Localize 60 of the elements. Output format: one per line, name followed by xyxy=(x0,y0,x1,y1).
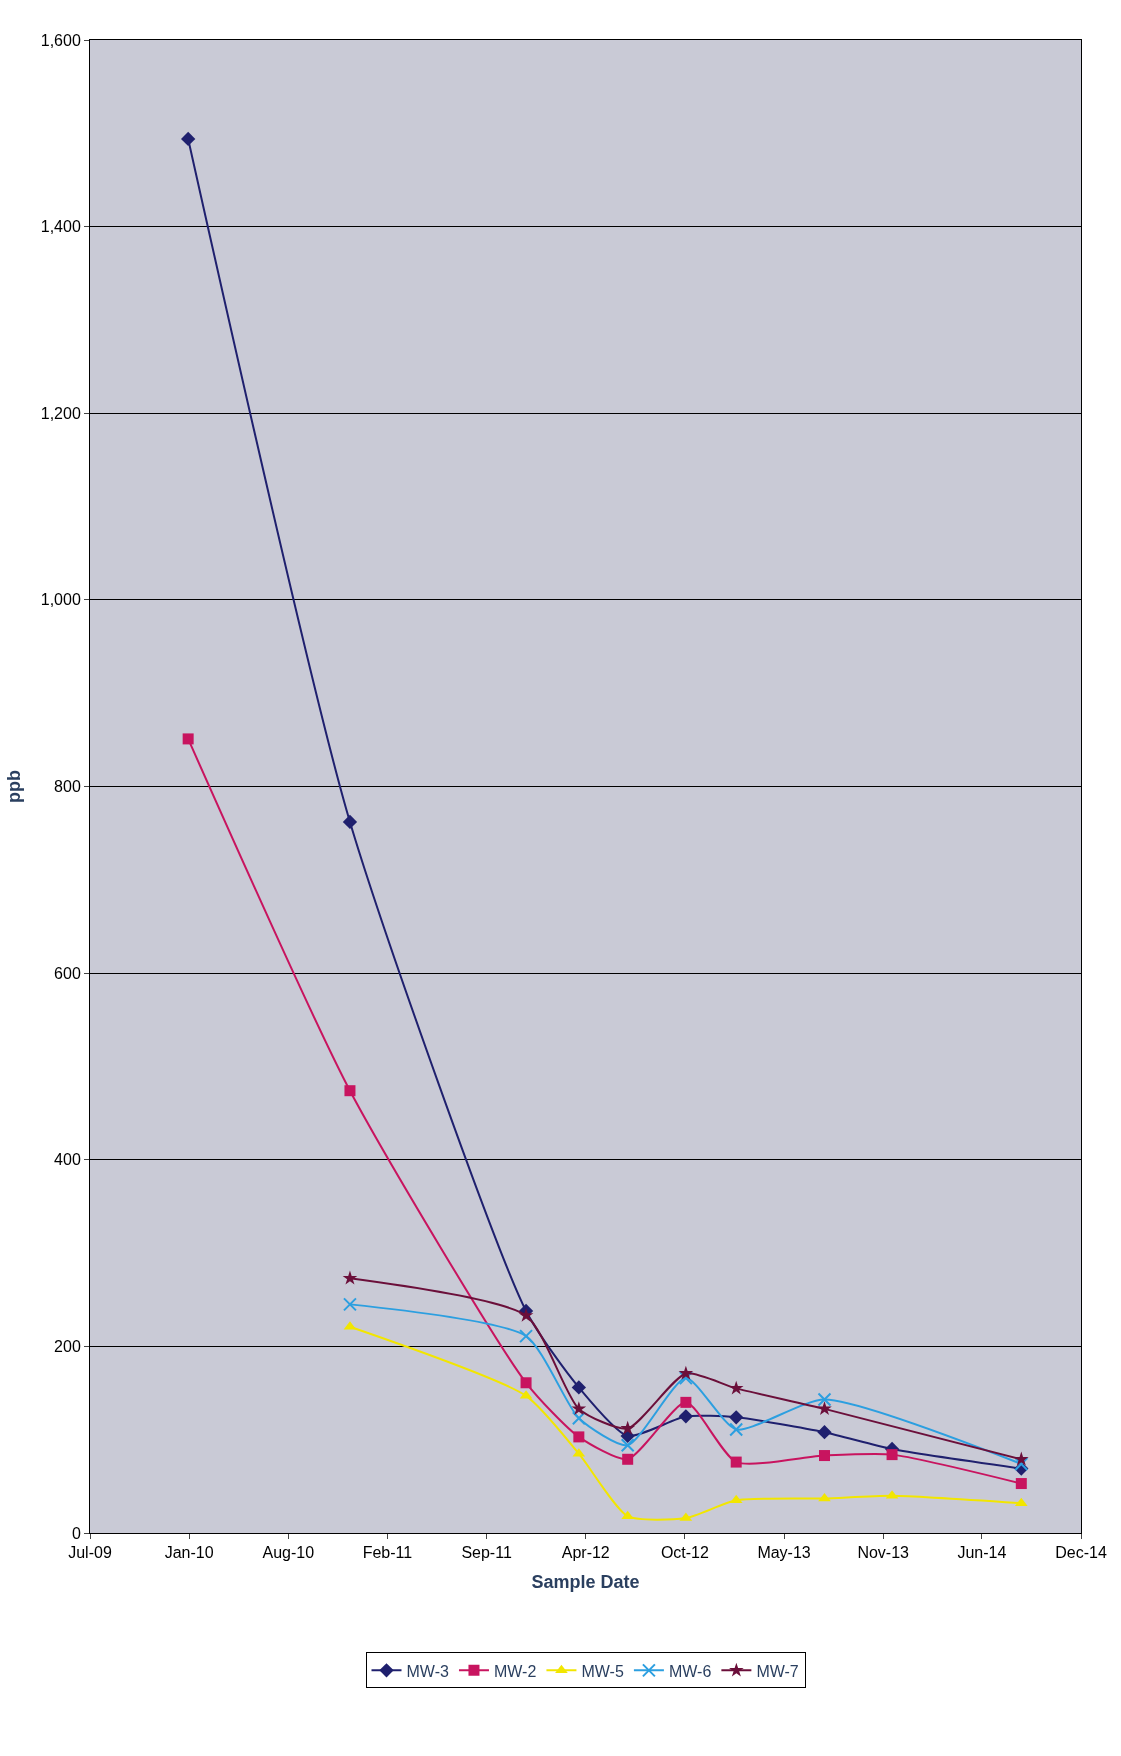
point xyxy=(1014,1456,1029,1471)
x-tick-label: Jan-10 xyxy=(164,1544,214,1562)
x-tick-label: Apr-12 xyxy=(561,1544,610,1562)
point xyxy=(817,1425,832,1440)
point xyxy=(730,1456,742,1468)
y-axis-title: ppb xyxy=(3,770,24,803)
point xyxy=(519,1329,534,1344)
point xyxy=(181,131,196,147)
x-axis-title: Sample Date xyxy=(531,1572,640,1593)
point xyxy=(520,1377,532,1389)
point xyxy=(728,1380,744,1395)
legend-label: MW-6 xyxy=(668,1662,712,1680)
point xyxy=(571,1401,587,1416)
x-tick-label: Sep-11 xyxy=(461,1544,512,1562)
point xyxy=(518,1307,534,1322)
point xyxy=(680,1396,692,1408)
point xyxy=(342,1297,357,1312)
point xyxy=(729,1494,743,1504)
point xyxy=(678,1409,694,1424)
point xyxy=(344,1085,356,1097)
point xyxy=(729,1422,744,1437)
x-tick-label: May-13 xyxy=(757,1544,811,1562)
x-tick-label: Jul-09 xyxy=(68,1544,112,1562)
point xyxy=(818,1450,830,1462)
point xyxy=(573,1431,585,1443)
point xyxy=(817,1401,832,1416)
y-tick-label: 400 xyxy=(54,1151,81,1169)
x-tick-label: Feb-11 xyxy=(362,1544,413,1562)
point xyxy=(729,1410,744,1425)
point xyxy=(342,1270,358,1285)
y-tick-label: 600 xyxy=(54,964,81,982)
y-tick-label: 1,400 xyxy=(40,218,81,236)
point xyxy=(620,1438,635,1453)
y-tick-label: 800 xyxy=(54,778,81,796)
x-tick-label: Oct-12 xyxy=(660,1544,710,1562)
y-tick-label: 1,600 xyxy=(40,31,81,49)
point xyxy=(182,733,194,745)
x-tick-label: Nov-13 xyxy=(857,1544,910,1562)
y-tick-label: 1,000 xyxy=(40,591,81,609)
point xyxy=(571,1380,586,1395)
legend-label: MW-3 xyxy=(406,1662,449,1680)
x-tick-label: Aug-10 xyxy=(262,1544,315,1562)
point xyxy=(817,1392,832,1407)
legend-label: MW-2 xyxy=(493,1662,537,1680)
point xyxy=(818,1492,831,1502)
point xyxy=(342,814,358,830)
point xyxy=(622,1453,634,1465)
point xyxy=(678,1371,693,1386)
point xyxy=(886,1449,898,1461)
y-tick-label: 0 xyxy=(71,1524,81,1542)
point xyxy=(1015,1478,1027,1490)
x-tick-label: Jun-14 xyxy=(957,1544,1007,1562)
y-tick-label: 200 xyxy=(54,1337,81,1355)
x-tick-label: Dec-14 xyxy=(1055,1544,1107,1562)
point xyxy=(620,1420,635,1435)
point xyxy=(678,1365,694,1380)
legend-label: MW-7 xyxy=(756,1662,799,1680)
point xyxy=(571,1411,586,1426)
y-tick-label: 1,200 xyxy=(40,404,81,422)
legend-label: MW-5 xyxy=(581,1662,624,1680)
